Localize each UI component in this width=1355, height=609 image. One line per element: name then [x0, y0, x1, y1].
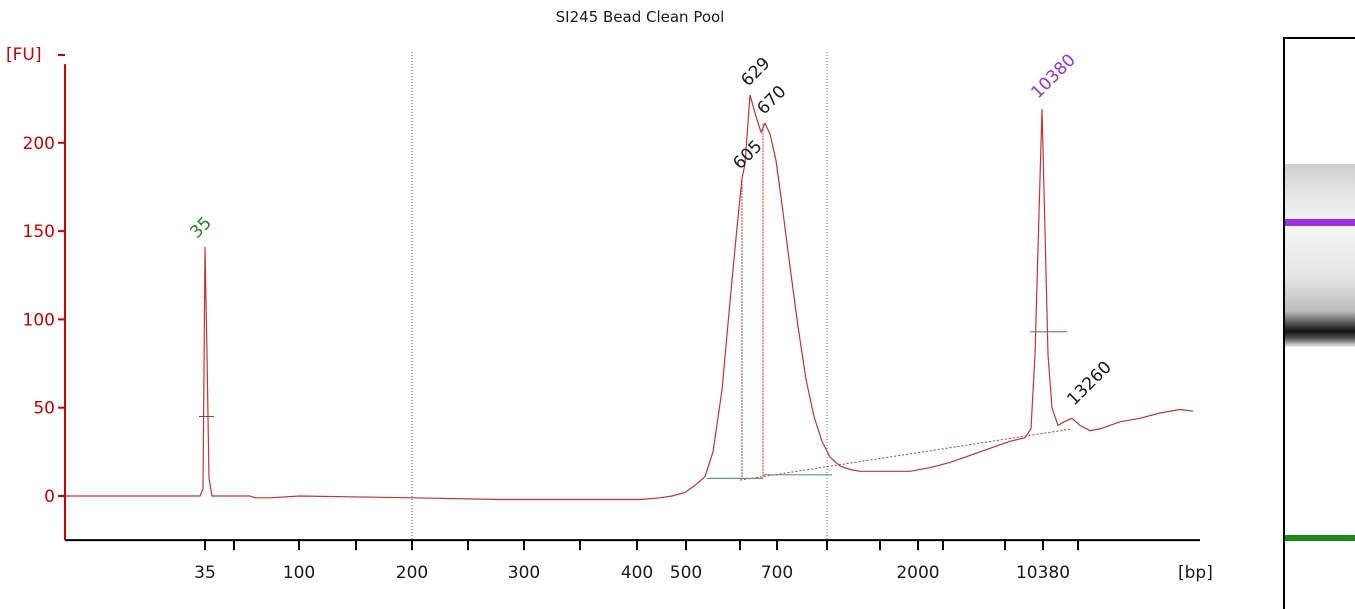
peak-label: 13260 — [1063, 357, 1115, 409]
x-tick-label: 500 — [670, 563, 702, 583]
trace-line — [65, 94, 1194, 501]
y-axis-unit-label: [FU] — [6, 45, 42, 65]
peak-label: 10380 — [1027, 50, 1079, 102]
peak-label: 35 — [186, 213, 215, 242]
gel-upper-smear — [1285, 164, 1355, 224]
peak-label: 605 — [729, 137, 766, 174]
x-tick-label: 700 — [761, 563, 793, 583]
x-tick-label: 200 — [396, 563, 428, 583]
y-tick-label: 0 — [44, 487, 55, 507]
x-tick-label: 2000 — [896, 563, 939, 583]
gel-lower-marker-band — [1285, 535, 1355, 541]
x-tick-label: 300 — [508, 563, 540, 583]
x-tick-label: 400 — [621, 563, 653, 583]
y-tick-label: 200 — [23, 134, 55, 154]
peak-label: 629 — [737, 54, 774, 91]
gel-sample-smear — [1285, 227, 1355, 347]
peak-label: 670 — [753, 82, 790, 119]
x-tick-label: 100 — [283, 563, 315, 583]
electropherogram: SI245 Bead Clean Pool [FU] [bp] 0 50 100 15… — [6, 8, 1213, 583]
y-tick-label: 50 — [33, 399, 55, 419]
gel-upper-marker-band — [1285, 219, 1355, 226]
chart-title: SI245 Bead Clean Pool — [556, 8, 725, 26]
y-tick-label: 100 — [23, 310, 55, 330]
x-axis-unit-label: [bp] — [1178, 563, 1213, 583]
x-tick-label: 10380 — [1016, 563, 1070, 583]
baseline-dotted — [739, 428, 1073, 481]
x-tick-label: 35 — [194, 563, 216, 583]
y-tick-label: 150 — [23, 222, 55, 242]
gel-lane — [1283, 37, 1355, 609]
